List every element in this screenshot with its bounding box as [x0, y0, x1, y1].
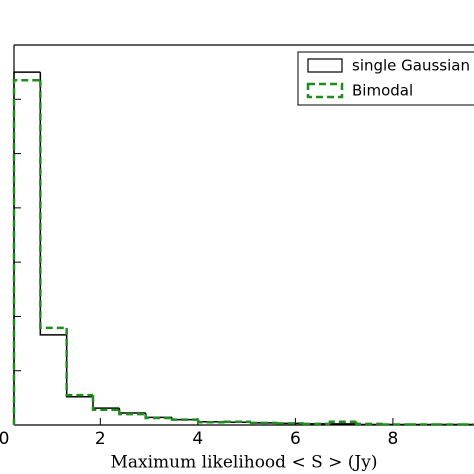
- histogram-bin: [65, 327, 93, 397]
- x-tick-label: 2: [95, 429, 106, 449]
- histogram-bin: [249, 421, 278, 425]
- histogram-bin: [170, 417, 199, 421]
- histogram-bin: [118, 408, 146, 414]
- legend-swatch: [306, 82, 344, 99]
- histogram-bin: [118, 409, 146, 416]
- histogram-bin: [355, 421, 383, 426]
- x-tick-label: 0: [0, 429, 9, 449]
- x-tick-label: 8: [387, 429, 398, 449]
- x-tick-label: 6: [290, 429, 301, 449]
- legend-label: single Gaussian: [352, 57, 470, 75]
- histogram-bin: [39, 72, 67, 336]
- x-tick-label: 4: [192, 429, 203, 449]
- histogram-bin: [91, 395, 120, 412]
- histogram-series: [13, 71, 474, 426]
- histogram-bin: [92, 396, 120, 409]
- histogram-bin: [461, 423, 474, 426]
- histogram-bin: [302, 422, 330, 426]
- histogram-bin: [12, 79, 41, 425]
- histogram-bin: [223, 420, 251, 423]
- x-axis-label: Maximum likelihood < S > (Jy): [110, 453, 377, 473]
- histogram-bin: [65, 334, 93, 398]
- histogram-bin: [39, 80, 67, 330]
- histogram-bin: [13, 71, 41, 425]
- histogram-bin: [381, 423, 409, 426]
- histogram-bin: [276, 422, 304, 425]
- legend-swatch: [307, 58, 343, 73]
- histogram-bin: [328, 420, 357, 424]
- histogram-bin: [144, 414, 172, 420]
- legend-label: Bimodal: [352, 82, 413, 100]
- histogram-series: [12, 79, 474, 426]
- histogram-bin: [197, 419, 225, 424]
